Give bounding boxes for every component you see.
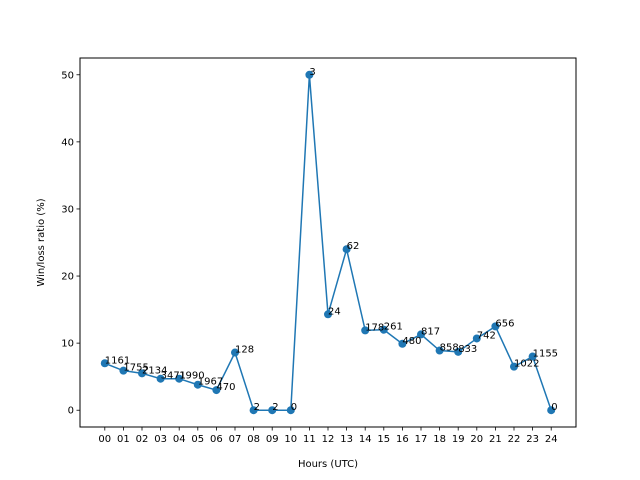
data-label: 470 (216, 382, 235, 393)
x-tick-label: 23 (526, 434, 539, 445)
x-tick-label: 21 (489, 434, 502, 445)
x-tick-label: 15 (377, 434, 390, 445)
x-tick-label: 18 (433, 434, 446, 445)
data-label: 128 (235, 345, 254, 356)
data-point (472, 334, 481, 343)
y-tick-label: 50 (61, 70, 74, 81)
data-label: 1155 (533, 349, 558, 360)
x-tick-label: 17 (415, 434, 428, 445)
x-tick-label: 06 (210, 434, 223, 445)
data-label: 1022 (514, 359, 539, 370)
x-tick-label: 22 (508, 434, 521, 445)
x-tick-label: 00 (98, 434, 111, 445)
data-label: 742 (477, 330, 496, 341)
data-label: 178 (365, 322, 384, 333)
x-tick-label: 12 (322, 434, 335, 445)
plot-area-frame (79, 57, 577, 428)
data-point (249, 406, 258, 415)
data-point (138, 369, 146, 378)
data-point (305, 70, 314, 79)
series-layer (100, 70, 556, 415)
data-point (156, 374, 165, 383)
data-label: 62 (347, 241, 360, 252)
data-label: 1161 (105, 355, 130, 366)
data-point (528, 352, 537, 361)
data-point (547, 406, 556, 415)
x-tick-label: 10 (284, 434, 297, 445)
data-point (286, 406, 295, 415)
data-point (454, 347, 463, 356)
y-tick-label: 0 (68, 406, 74, 417)
data-label: 817 (421, 326, 440, 337)
y-tick-label: 40 (61, 137, 74, 148)
data-point (268, 406, 277, 415)
data-label: 24 (328, 306, 341, 317)
data-point (324, 310, 332, 319)
data-point (100, 359, 109, 368)
data-point (510, 362, 518, 371)
data-label: 261 (384, 322, 403, 333)
data-point (361, 326, 370, 335)
data-point (119, 366, 128, 375)
data-point (175, 374, 184, 383)
x-tick-label: 03 (154, 434, 167, 445)
data-label: 656 (495, 318, 514, 329)
data-label: 2 (272, 402, 278, 413)
x-axis-title: Hours (UTC) (298, 459, 358, 470)
x-tick-label: 02 (136, 434, 149, 445)
data-label: 3471 (161, 371, 186, 382)
data-label: 0 (551, 402, 557, 413)
x-tick-label: 13 (340, 434, 353, 445)
x-tick-label: 05 (191, 434, 204, 445)
y-axis-title: Win/loss ratio (%) (36, 198, 47, 286)
y-axis-ticks: 0 10 20 30 40 50 (61, 70, 80, 417)
x-axis-ticks: 00 01 02 03 04 05 06 07 08 09 10 11 12 13 14 15 16 17 18 19… (98, 427, 558, 445)
x-tick-label: 14 (359, 434, 372, 445)
data-label: 1967 (198, 377, 223, 388)
x-tick-label: 09 (266, 434, 279, 445)
y-tick-label: 30 (61, 204, 74, 215)
data-label: 1755 (123, 363, 148, 374)
data-label: 858 (440, 343, 459, 354)
data-label: 0 (291, 402, 297, 413)
data-label: 480 (402, 336, 421, 347)
data-label: 2134 (142, 365, 167, 376)
y-tick-label: 10 (61, 339, 74, 350)
data-point (379, 325, 388, 334)
data-label: 1990 (179, 371, 204, 382)
data-point (435, 346, 444, 355)
data-point (417, 330, 425, 339)
data-point (231, 348, 239, 357)
data-label: 833 (458, 344, 477, 355)
x-tick-label: 07 (229, 434, 242, 445)
data-point (342, 245, 351, 254)
data-point (398, 339, 407, 348)
data-label: 3 (309, 67, 315, 78)
y-tick-label: 20 (61, 272, 74, 283)
x-tick-label: 24 (545, 434, 558, 445)
x-tick-label: 16 (396, 434, 409, 445)
x-tick-label: 11 (303, 434, 316, 445)
x-tick-label: 08 (247, 434, 260, 445)
x-tick-label: 19 (452, 434, 465, 445)
data-label: 2 (254, 402, 260, 413)
x-tick-label: 20 (470, 434, 483, 445)
x-tick-label: 04 (173, 434, 186, 445)
data-point (212, 386, 221, 395)
data-point (491, 322, 500, 331)
x-tick-label: 01 (117, 434, 130, 445)
data-point (193, 380, 202, 389)
